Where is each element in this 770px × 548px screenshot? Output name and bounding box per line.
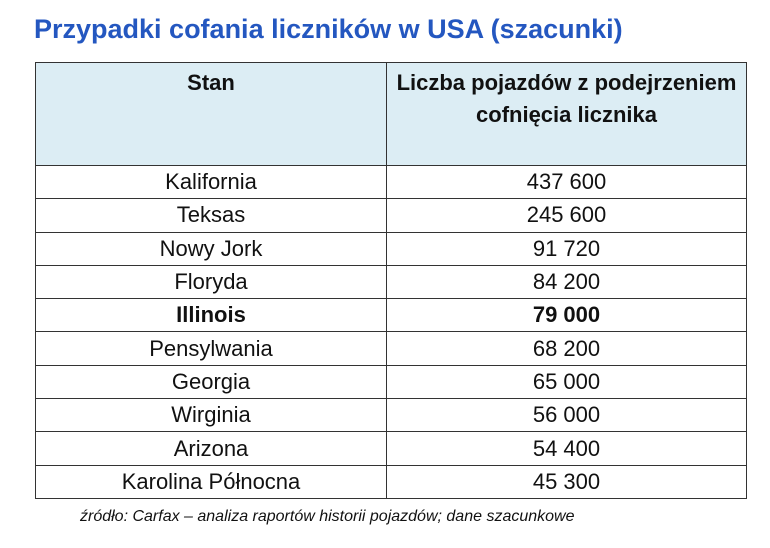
state-cell: Pensylwania (35, 331, 387, 366)
header-cell: Liczba pojazdów z podejrzeniem cofnięcia… (386, 62, 747, 166)
state-cell: Karolina Północna (35, 464, 387, 499)
table-body: Kalifornia 437 600 Teksas 245 600 Nowy Jork 9… (35, 164, 747, 499)
count-cell: 79 000 (386, 298, 747, 333)
header-cell: Stan (35, 62, 387, 166)
table-row: Wirginia 56 000 (35, 398, 747, 433)
table-row: Georgia 65 000 (35, 364, 747, 400)
count-cell: 84 200 (386, 264, 747, 300)
table-row: Arizona 54 400 (35, 431, 747, 466)
count-cell: 91 720 (386, 231, 747, 266)
count-cell: 245 600 (386, 198, 747, 233)
state-cell: Floryda (35, 264, 387, 300)
count-cell: 45 300 (386, 464, 747, 499)
state-cell: Georgia (35, 364, 387, 400)
table-row: Teksas 245 600 (35, 198, 747, 233)
count-cell: 68 200 (386, 331, 747, 366)
state-cell: Teksas (35, 198, 387, 233)
table-row: Illinois 79 000 (35, 298, 747, 333)
count-cell: 437 600 (386, 164, 747, 200)
title: Przypadki cofania liczników w USA (szacu… (34, 14, 623, 44)
table-row: Floryda 84 200 (35, 264, 747, 300)
count-cell: 56 000 (386, 398, 747, 433)
state-cell: Illinois (35, 298, 387, 333)
table-row: Kalifornia 437 600 (35, 164, 747, 200)
table-row: Pensylwania 68 200 (35, 331, 747, 366)
state-cell: Kalifornia (35, 164, 387, 200)
state-cell: Nowy Jork (35, 231, 387, 266)
header-row: Stan Liczba pojazdów z podejrzeniem cofn… (35, 62, 747, 166)
data-table: Stan Liczba pojazdów z podejrzeniem cofn… (35, 62, 747, 499)
count-cell: 54 400 (386, 431, 747, 466)
state-cell: Arizona (35, 431, 387, 466)
source-note: źródło: Carfax – analiza raportów histor… (80, 508, 575, 525)
table-header: Stan Liczba pojazdów z podejrzeniem cofn… (35, 62, 747, 166)
state-cell: Wirginia (35, 398, 387, 433)
table-row: Nowy Jork 91 720 (35, 231, 747, 266)
table-row: Karolina Północna 45 300 (35, 464, 747, 499)
count-cell: 65 000 (386, 364, 747, 400)
